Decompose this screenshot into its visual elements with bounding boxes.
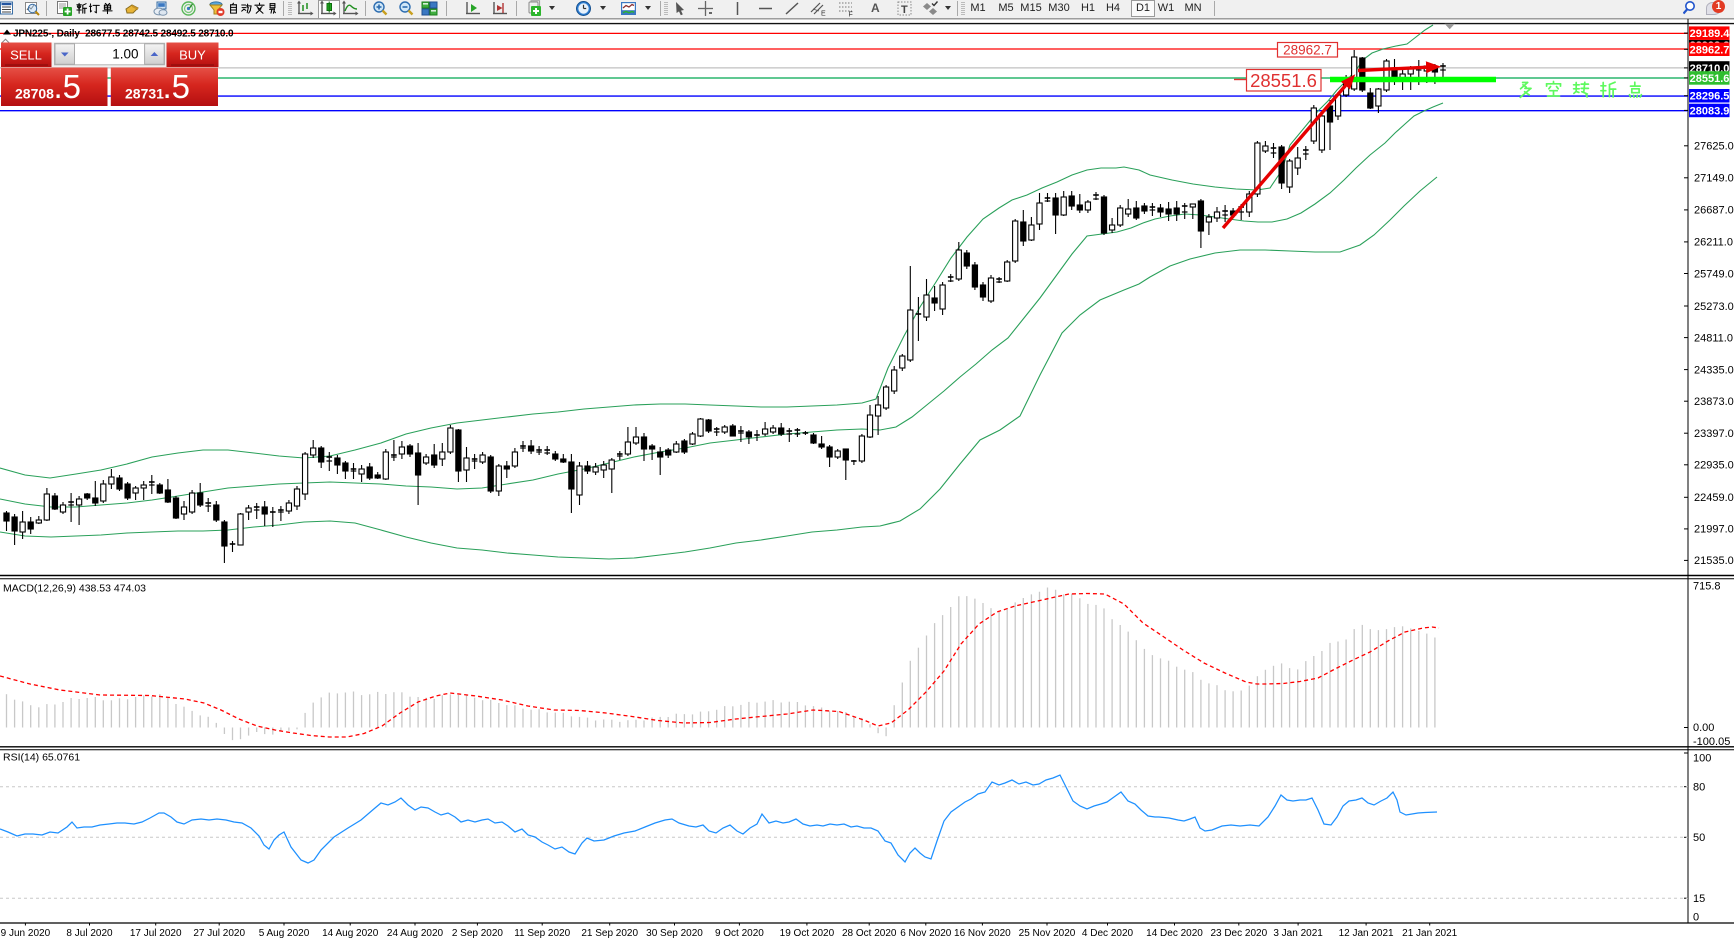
- svg-text:17 Jul 2020: 17 Jul 2020: [130, 928, 182, 939]
- svg-text:8 Jul 2020: 8 Jul 2020: [66, 928, 113, 939]
- svg-text:27 Jul 2020: 27 Jul 2020: [193, 928, 245, 939]
- svg-text:28962.7: 28962.7: [1690, 44, 1730, 56]
- svg-text:16 Nov 2020: 16 Nov 2020: [954, 928, 1011, 939]
- svg-text:2 Sep 2020: 2 Sep 2020: [452, 928, 504, 939]
- svg-text:14 Aug 2020: 14 Aug 2020: [322, 928, 379, 939]
- svg-text:28731: 28731: [125, 86, 164, 102]
- svg-text:1.00: 1.00: [112, 47, 138, 62]
- svg-text:21997.0: 21997.0: [1694, 524, 1734, 536]
- svg-text:4 Dec 2020: 4 Dec 2020: [1082, 928, 1134, 939]
- svg-text:.5: .5: [54, 68, 82, 105]
- svg-text:25 Nov 2020: 25 Nov 2020: [1019, 928, 1076, 939]
- svg-text:21 Jan 2021: 21 Jan 2021: [1402, 928, 1457, 939]
- svg-text:24811.0: 24811.0: [1694, 332, 1733, 344]
- svg-text:24 Aug 2020: 24 Aug 2020: [387, 928, 444, 939]
- svg-text:23 Dec 2020: 23 Dec 2020: [1210, 928, 1267, 939]
- svg-text:22459.0: 22459.0: [1694, 492, 1734, 504]
- svg-text:28708: 28708: [15, 86, 54, 102]
- svg-text:-100.05: -100.05: [1693, 736, 1730, 748]
- svg-text:19 Oct 2020: 19 Oct 2020: [780, 928, 835, 939]
- svg-text:MACD(12,26,9) 438.53 474.03: MACD(12,26,9) 438.53 474.03: [3, 583, 146, 595]
- svg-text:9 Jun 2020: 9 Jun 2020: [1, 928, 51, 939]
- svg-text:BUY: BUY: [179, 48, 206, 63]
- svg-text:80: 80: [1693, 782, 1705, 794]
- svg-text:12 Jan 2021: 12 Jan 2021: [1339, 928, 1394, 939]
- svg-text:28551.6: 28551.6: [1250, 70, 1317, 91]
- svg-text:E: E: [821, 11, 826, 18]
- svg-text:3 Jan 2021: 3 Jan 2021: [1273, 928, 1323, 939]
- svg-text:25749.0: 25749.0: [1694, 268, 1734, 280]
- svg-text:26687.0: 26687.0: [1694, 205, 1734, 217]
- svg-text:21535.0: 21535.0: [1694, 555, 1734, 567]
- svg-text:26211.0: 26211.0: [1694, 237, 1733, 249]
- svg-text:28551.6: 28551.6: [1690, 73, 1730, 85]
- svg-text:21 Sep 2020: 21 Sep 2020: [581, 928, 638, 939]
- svg-text:0.00: 0.00: [1693, 722, 1714, 734]
- svg-text:28296.5: 28296.5: [1690, 91, 1730, 103]
- svg-text:24335.0: 24335.0: [1694, 364, 1734, 376]
- svg-text:27149.0: 27149.0: [1694, 173, 1734, 185]
- svg-text:29189.4: 29189.4: [1690, 28, 1731, 40]
- svg-text:15: 15: [1693, 893, 1705, 905]
- svg-text:715.8: 715.8: [1693, 581, 1721, 593]
- svg-text:28 Oct 2020: 28 Oct 2020: [842, 928, 897, 939]
- svg-text:T: T: [901, 4, 908, 16]
- svg-text:28083.9: 28083.9: [1690, 105, 1730, 117]
- svg-text:30 Sep 2020: 30 Sep 2020: [646, 928, 703, 939]
- svg-text:22935.0: 22935.0: [1694, 460, 1734, 472]
- svg-text:50: 50: [1693, 832, 1705, 844]
- svg-text:JPN225-, Daily 28677.5 28742.: JPN225-, Daily 28677.5 28742.5 28492.5 2…: [13, 28, 234, 39]
- svg-text:.5: .5: [163, 68, 191, 105]
- svg-text:23873.0: 23873.0: [1694, 396, 1734, 408]
- svg-text:28962.7: 28962.7: [1283, 42, 1332, 57]
- svg-text:6 Nov 2020: 6 Nov 2020: [900, 928, 952, 939]
- svg-text:100: 100: [1693, 753, 1711, 765]
- svg-text:F: F: [849, 12, 853, 18]
- svg-text:SELL: SELL: [10, 48, 42, 63]
- svg-text:9 Oct 2020: 9 Oct 2020: [715, 928, 764, 939]
- svg-text:27625.0: 27625.0: [1694, 141, 1734, 153]
- svg-text:14 Dec 2020: 14 Dec 2020: [1146, 928, 1203, 939]
- svg-text:25273.0: 25273.0: [1694, 301, 1734, 313]
- svg-text:23397.0: 23397.0: [1694, 428, 1734, 440]
- svg-text:0: 0: [1693, 912, 1699, 924]
- svg-text:11 Sep 2020: 11 Sep 2020: [514, 928, 570, 939]
- svg-text:5 Aug 2020: 5 Aug 2020: [259, 928, 310, 939]
- svg-text:RSI(14) 65.0761: RSI(14) 65.0761: [3, 752, 80, 764]
